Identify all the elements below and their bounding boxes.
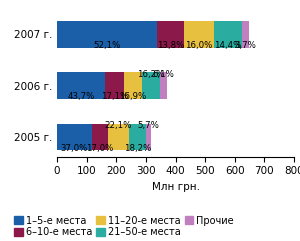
Bar	[92, 124, 108, 150]
Text: 6,1%: 6,1%	[152, 70, 174, 79]
Bar	[124, 72, 142, 99]
Text: 14,4%: 14,4%	[214, 41, 242, 50]
Bar	[105, 72, 124, 99]
X-axis label: Млн грн.: Млн грн.	[152, 182, 200, 192]
Text: 37,0%: 37,0%	[61, 144, 88, 153]
Bar	[160, 72, 166, 99]
Bar	[57, 124, 92, 150]
Legend: 1–5-е места, 6–10-е места, 11–20-е места, 21–50-е места, Прочие: 1–5-е места, 6–10-е места, 11–20-е места…	[14, 215, 234, 237]
Bar	[57, 21, 157, 47]
Bar	[184, 21, 214, 47]
Bar	[108, 124, 129, 150]
Bar	[57, 72, 105, 99]
Bar	[214, 21, 242, 47]
Bar	[242, 21, 249, 47]
Text: 22,1%: 22,1%	[105, 121, 132, 130]
Text: 16,2%: 16,2%	[137, 70, 165, 79]
Text: 52,1%: 52,1%	[93, 41, 121, 50]
Text: 16,0%: 16,0%	[185, 41, 213, 50]
Text: 43,7%: 43,7%	[67, 93, 94, 101]
Text: 5,7%: 5,7%	[138, 121, 160, 130]
Text: 17,0%: 17,0%	[86, 144, 114, 153]
Text: 18,2%: 18,2%	[124, 144, 151, 153]
Text: 13,8%: 13,8%	[157, 41, 184, 50]
Bar	[129, 124, 146, 150]
Text: 3,7%: 3,7%	[235, 41, 256, 50]
Bar	[157, 21, 184, 47]
Bar	[142, 72, 160, 99]
Bar	[146, 124, 151, 150]
Text: 16,9%: 16,9%	[119, 93, 146, 101]
Text: 17,1%: 17,1%	[100, 93, 128, 101]
